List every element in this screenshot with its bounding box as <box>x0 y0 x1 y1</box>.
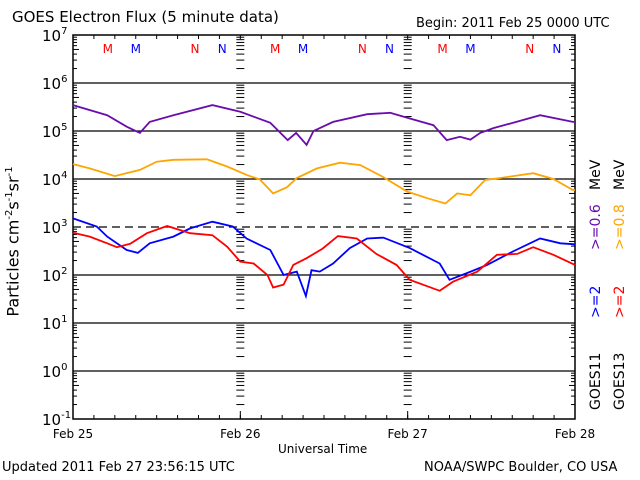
legend-mev-1: MeV <box>588 159 604 190</box>
event-marker-n: N <box>552 42 561 56</box>
x-tick-label: Feb 27 <box>387 427 427 441</box>
event-marker-m: M <box>103 42 113 56</box>
legend-goes13: GOES13 <box>612 352 628 410</box>
y-tick-label: 103 <box>42 218 67 237</box>
begin-time: Begin: 2011 Feb 25 0000 UTC <box>416 16 610 31</box>
event-marker-n: N <box>191 42 200 56</box>
event-marker-m: M <box>270 42 280 56</box>
y-tick-label: 10-1 <box>42 410 71 429</box>
event-marker-m: M <box>298 42 308 56</box>
y-tick-label: 107 <box>42 26 67 45</box>
y-tick-label: 101 <box>42 314 67 333</box>
y-tick-label: 102 <box>42 266 67 285</box>
series-line-goes11-2-mev <box>72 217 576 300</box>
y-tick-label: 105 <box>42 122 67 141</box>
credit: NOAA/SWPC Boulder, CO USA <box>424 460 618 475</box>
event-marker-n: N <box>358 42 367 56</box>
series-line-goes13-2-mev <box>72 225 576 292</box>
event-marker-m: M <box>437 42 447 56</box>
chart-title: GOES Electron Flux (5 minute data) <box>12 8 279 26</box>
y-tick-label: 100 <box>42 362 67 381</box>
legend-g11-06mev: >=0.6 <box>588 204 604 250</box>
x-tick-label: Feb 25 <box>53 427 93 441</box>
legend-mev-2: MeV <box>612 159 628 190</box>
event-marker-m: M <box>131 42 141 56</box>
y-tick-label: 106 <box>42 74 67 93</box>
x-axis-label: Universal Time <box>278 442 368 456</box>
event-marker-n: N <box>525 42 534 56</box>
x-tick-label: Feb 26 <box>220 427 260 441</box>
event-marker-n: N <box>385 42 394 56</box>
x-tick-label: Feb 28 <box>555 427 595 441</box>
y-tick-label: 104 <box>42 170 67 189</box>
legend-g13-2mev: >=2 <box>612 285 628 318</box>
legend-g13-08mev: >=0.8 <box>612 204 628 250</box>
series-line-goes11-0-6-mev <box>72 104 575 147</box>
series-line-goes13-0-8-mev <box>72 158 575 205</box>
updated-time: Updated 2011 Feb 27 23:56:15 UTC <box>2 460 235 475</box>
legend-goes11: GOES11 <box>588 352 604 410</box>
legend-g11-2mev: >=2 <box>588 285 604 318</box>
event-marker-n: N <box>218 42 227 56</box>
event-marker-m: M <box>465 42 475 56</box>
